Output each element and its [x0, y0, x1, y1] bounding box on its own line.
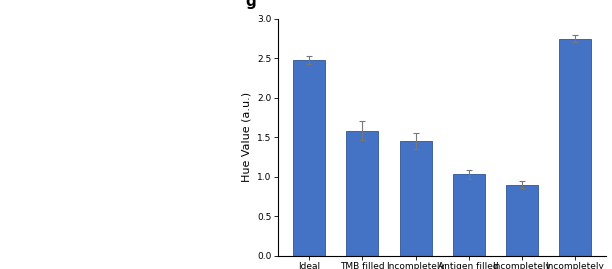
Bar — [559, 38, 591, 256]
Bar — [453, 174, 485, 256]
Y-axis label: Hue Value (a.u.): Hue Value (a.u.) — [242, 92, 252, 182]
Text: g: g — [246, 0, 256, 9]
Bar — [346, 131, 378, 256]
Bar — [293, 60, 325, 256]
Bar — [400, 141, 431, 256]
Bar — [506, 185, 538, 256]
